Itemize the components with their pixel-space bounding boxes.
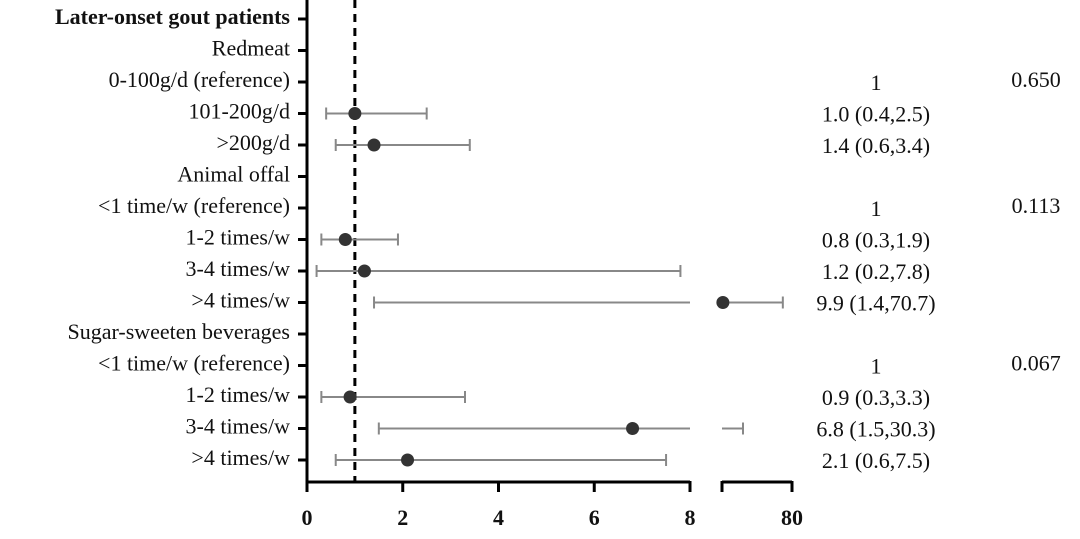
estimate-text: 2.1 (0.6,7.5) — [822, 448, 930, 473]
row-label: >4 times/w — [191, 445, 290, 470]
point-estimate — [401, 453, 415, 467]
p-value: 0.113 — [1012, 193, 1061, 218]
estimate-text: 0.9 (0.3,3.3) — [822, 385, 930, 410]
row-label: 0-100g/d (reference) — [109, 67, 290, 92]
estimate-text: 6.8 (1.5,30.3) — [816, 417, 935, 442]
estimate-text: 0.8 (0.3,1.9) — [822, 228, 930, 253]
row-label: 1-2 times/w — [186, 382, 291, 407]
point-estimate — [357, 264, 371, 278]
estimate-text: 9.9 (1.4,70.7) — [816, 291, 935, 316]
point-estimate — [343, 390, 357, 404]
point-estimate — [716, 296, 730, 309]
row-label: Later-onset gout patients — [55, 4, 290, 29]
estimate-text: 1 — [871, 354, 882, 379]
x-tick-label: 8 — [685, 505, 696, 530]
x-tick-label: 4 — [493, 505, 504, 530]
p-value: 0.650 — [1011, 67, 1061, 92]
x-tick-label: 80 — [781, 505, 803, 530]
point-estimate — [338, 233, 352, 246]
estimate-text: 1.0 (0.4,2.5) — [822, 102, 930, 127]
row-label: Sugar-sweeten beverages — [67, 319, 290, 344]
row-label: 3-4 times/w — [186, 414, 291, 439]
x-tick-label: 2 — [397, 505, 408, 530]
point-estimate — [348, 107, 362, 120]
row-label: >4 times/w — [191, 288, 290, 313]
row-label: <1 time/w (reference) — [98, 351, 290, 376]
row-label: 3-4 times/w — [186, 256, 291, 281]
row-label: Animal offal — [177, 162, 290, 187]
row-label: 1-2 times/w — [186, 225, 291, 250]
estimate-text: 1.4 (0.6,3.4) — [822, 133, 930, 158]
point-estimate — [626, 422, 640, 435]
x-tick-label: 6 — [589, 505, 600, 530]
point-estimate — [367, 138, 381, 152]
x-tick-label: 0 — [302, 505, 313, 530]
row-label: Redmeat — [212, 36, 290, 61]
row-label: <1 time/w (reference) — [98, 193, 290, 218]
row-label: >200g/d — [216, 130, 290, 155]
estimate-text: 1 — [871, 196, 882, 221]
row-label: 101-200g/d — [189, 99, 290, 124]
estimate-text: 1 — [871, 70, 882, 95]
p-value: 0.067 — [1011, 351, 1061, 376]
estimate-text: 1.2 (0.2,7.8) — [822, 259, 930, 284]
